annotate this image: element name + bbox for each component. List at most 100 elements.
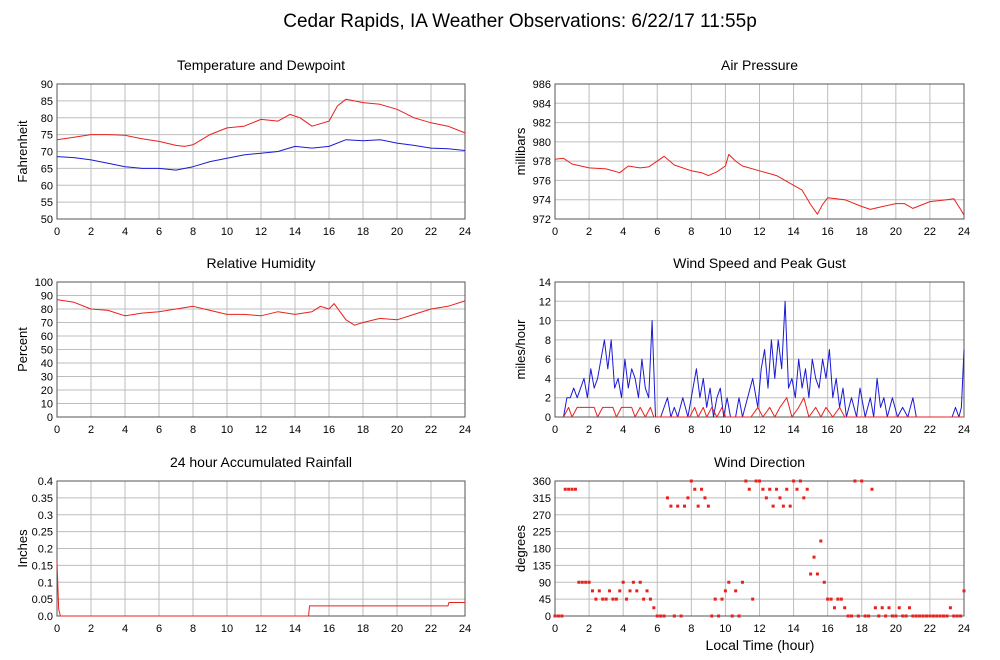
wind_direction-point	[686, 496, 690, 500]
humidity-xtick-label: 2	[88, 424, 94, 436]
wind_speed-xtick-label: 24	[958, 424, 970, 436]
temperature-xtick-label: 4	[122, 226, 128, 238]
wind_direction-point	[618, 589, 622, 593]
wind_direction-ylabel: degrees	[513, 525, 528, 572]
wind_direction-point	[655, 614, 659, 618]
humidity-xtick-label: 12	[255, 424, 267, 436]
rainfall-xtick-label: 20	[391, 623, 403, 635]
temperature-xtick-label: 16	[323, 226, 335, 238]
temperature-ytick-label: 50	[41, 214, 53, 226]
wind_direction-point	[734, 589, 738, 593]
wind_direction-point	[907, 606, 911, 610]
humidity-xtick-label: 18	[357, 424, 369, 436]
page-title: Cedar Rapids, IA Weather Observations: 6…	[283, 11, 757, 32]
wind_direction-ytick-label: 0	[545, 611, 551, 623]
wind_direction-point	[805, 487, 809, 491]
wind_direction-point	[819, 539, 823, 543]
wind_speed-xtick-label: 20	[890, 424, 902, 436]
wind_direction-point	[829, 597, 833, 601]
wind_direction-xtick-label: 16	[822, 623, 834, 635]
wind_direction-point	[832, 606, 836, 610]
rainfall-xtick-label: 24	[459, 623, 471, 635]
humidity-series-line-red	[56, 299, 466, 326]
temperature-xtick-label: 20	[391, 226, 403, 238]
wind_direction-point	[638, 580, 642, 584]
temperature-xtick-label: 8	[190, 226, 196, 238]
wind_direction-point	[727, 580, 731, 584]
wind_direction-point	[962, 589, 966, 593]
wind_direction-point	[792, 479, 796, 483]
temperature-ytick-label: 90	[41, 79, 53, 91]
wind_direction-point	[703, 496, 707, 500]
wind_direction-point	[942, 614, 946, 618]
pressure-series-line-red	[554, 153, 965, 216]
rainfall-xtick-label: 2	[88, 623, 94, 635]
wind_direction-point	[652, 606, 656, 610]
wind_direction-point	[850, 614, 854, 618]
wind_direction-point	[720, 597, 724, 601]
pressure-ytick-label: 986	[533, 79, 551, 91]
humidity-ytick-label: 90	[41, 291, 53, 303]
wind_speed-xtick-label: 18	[856, 424, 868, 436]
wind_direction-point	[815, 572, 819, 576]
humidity-xtick-label: 24	[459, 424, 471, 436]
temperature-xtick-label: 14	[289, 226, 301, 238]
temperature-ytick-label: 80	[41, 113, 53, 125]
humidity-xtick-label: 20	[391, 424, 403, 436]
rainfall-xtick-label: 4	[122, 623, 128, 635]
pressure-xtick-label: 24	[958, 226, 970, 238]
wind_direction-point	[931, 614, 935, 618]
wind_direction-point	[798, 479, 802, 483]
wind_direction-point	[700, 487, 704, 491]
humidity-xtick-label: 0	[54, 424, 60, 436]
temperature-ylabel: Fahrenheit	[15, 120, 30, 183]
wind_direction-point	[925, 614, 929, 618]
wind_direction-point	[870, 487, 874, 491]
humidity-xtick-label: 14	[289, 424, 301, 436]
temperature-series-line-red	[56, 98, 466, 147]
temperature-ytick-label: 75	[41, 130, 53, 142]
wind_direction-point	[747, 487, 751, 491]
wind_direction-xtick-label: 20	[890, 623, 902, 635]
wind_direction-ytick-label: 360	[533, 476, 551, 488]
wind_direction-point	[802, 496, 806, 500]
wind_direction-point	[672, 614, 676, 618]
pressure-ytick-label: 976	[533, 175, 551, 187]
wind_direction-point	[948, 606, 952, 610]
wind_direction-point	[567, 487, 571, 491]
wind_direction-point	[740, 580, 744, 584]
wind_direction-point	[573, 487, 577, 491]
wind_speed-xtick-label: 14	[787, 424, 799, 436]
wind_direction-point	[635, 589, 639, 593]
temperature-series-line-blue	[56, 139, 466, 171]
pressure-xtick-label: 10	[719, 226, 731, 238]
temperature-ytick-label: 60	[41, 180, 53, 192]
wind_direction-point	[754, 479, 758, 483]
wind_direction-point	[884, 614, 888, 618]
wind_speed-xtick-label: 10	[719, 424, 731, 436]
wind_direction-point	[764, 496, 768, 500]
wind_direction-point	[938, 614, 942, 618]
wind_direction-point	[611, 597, 615, 601]
wind_direction-point	[904, 614, 908, 618]
rainfall-series-line-red	[56, 561, 465, 617]
wind_direction-point	[768, 487, 772, 491]
wind_direction-point	[659, 614, 663, 618]
wind_direction-point	[781, 504, 785, 508]
rainfall-ytick-label: 0.0	[38, 611, 53, 623]
wind_direction-point	[836, 597, 840, 601]
pressure-ytick-label: 972	[533, 214, 551, 226]
humidity-xtick-label: 4	[122, 424, 128, 436]
wind_speed-ytick-label: 8	[545, 335, 551, 347]
wind_direction-point	[846, 614, 850, 618]
wind_direction-point	[955, 614, 959, 618]
humidity-ytick-label: 50	[41, 345, 53, 357]
rainfall-ylabel: Inches	[15, 529, 30, 568]
pressure-ytick-label: 978	[533, 156, 551, 168]
rainfall-ytick-label: 0.05	[32, 594, 53, 606]
wind_direction-point	[867, 614, 871, 618]
rainfall-xtick-label: 22	[425, 623, 437, 635]
humidity-ytick-label: 80	[41, 304, 53, 316]
